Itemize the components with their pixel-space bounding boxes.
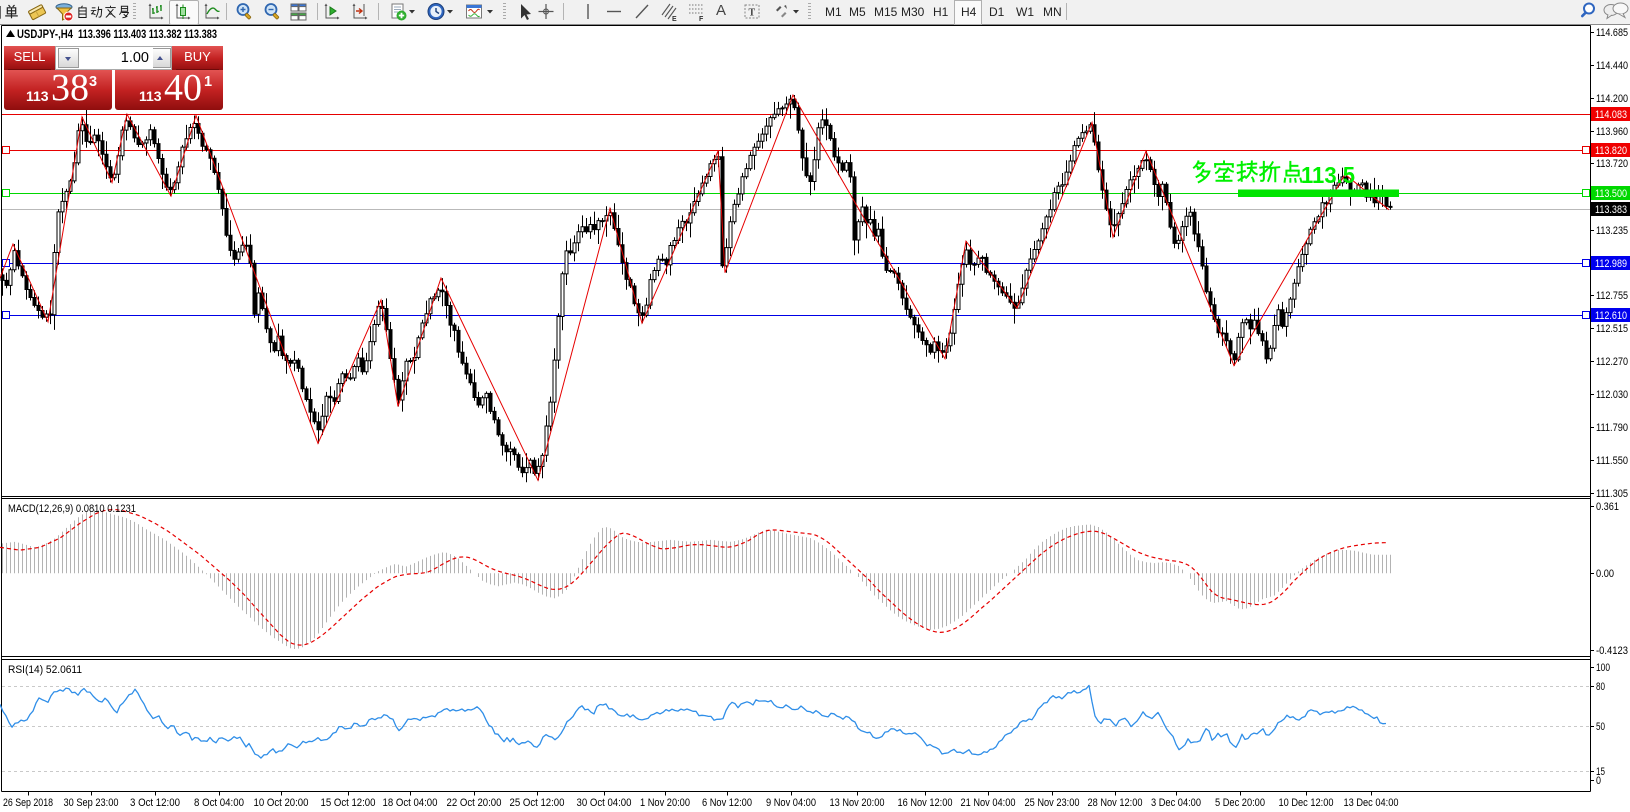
svg-text:112.030: 112.030 [1596, 389, 1628, 401]
svg-text:22 Oct 20:00: 22 Oct 20:00 [447, 797, 502, 809]
svg-text:114.440: 114.440 [1596, 60, 1628, 72]
svg-text:111.305: 111.305 [1596, 488, 1628, 500]
svg-text:5 Dec 20:00: 5 Dec 20:00 [1215, 797, 1265, 809]
svg-text:6 Nov 12:00: 6 Nov 12:00 [702, 797, 752, 809]
svg-text:0.361: 0.361 [1596, 501, 1619, 513]
svg-text:30 Oct 04:00: 30 Oct 04:00 [577, 797, 632, 809]
svg-text:3 Dec 04:00: 3 Dec 04:00 [1151, 797, 1201, 809]
svg-text:3 Oct 12:00: 3 Oct 12:00 [130, 797, 180, 809]
svg-text:13 Nov 20:00: 13 Nov 20:00 [830, 797, 885, 809]
svg-text:113.383: 113.383 [1595, 204, 1627, 216]
svg-text:MACD(12,26,9) 0.0810 0.1231: MACD(12,26,9) 0.0810 0.1231 [8, 503, 136, 515]
svg-text:21 Nov 04:00: 21 Nov 04:00 [961, 797, 1016, 809]
svg-text:8 Oct 04:00: 8 Oct 04:00 [194, 797, 244, 809]
svg-text:111.550: 111.550 [1596, 455, 1628, 467]
svg-text:113.5: 113.5 [1301, 162, 1355, 188]
svg-text:25 Oct 12:00: 25 Oct 12:00 [510, 797, 565, 809]
svg-text:10 Dec 12:00: 10 Dec 12:00 [1279, 797, 1334, 809]
svg-text:T: T [749, 8, 756, 19]
svg-text:0: 0 [1596, 775, 1601, 787]
svg-text:114.685: 114.685 [1596, 27, 1628, 39]
svg-text:26 Sep 2018: 26 Sep 2018 [3, 797, 53, 809]
svg-text:15: 15 [1596, 766, 1605, 778]
svg-text:112.755: 112.755 [1596, 290, 1628, 302]
svg-text:RSI(14) 52.0611: RSI(14) 52.0611 [8, 664, 82, 676]
svg-text:113.960: 113.960 [1596, 126, 1628, 138]
svg-text:18 Oct 04:00: 18 Oct 04:00 [383, 797, 438, 809]
svg-text:111.790: 111.790 [1596, 422, 1628, 434]
svg-text:113.820: 113.820 [1595, 145, 1627, 157]
svg-text:F: F [699, 16, 704, 23]
svg-text:113.396 113.403 113.382 113.38: 113.396 113.403 113.382 113.383 [78, 29, 217, 41]
svg-text:25 Nov 23:00: 25 Nov 23:00 [1025, 797, 1080, 809]
svg-text:112.270: 112.270 [1596, 356, 1628, 368]
svg-text:114.083: 114.083 [1595, 109, 1627, 121]
svg-text:16 Nov 12:00: 16 Nov 12:00 [898, 797, 953, 809]
svg-text:113.500: 113.500 [1595, 188, 1627, 200]
svg-text:USDJPY-,H4: USDJPY-,H4 [17, 29, 74, 41]
svg-text:0.00: 0.00 [1596, 568, 1614, 580]
svg-text:112.989: 112.989 [1595, 258, 1627, 270]
svg-text:113.720: 113.720 [1596, 158, 1628, 170]
svg-text:9 Nov 04:00: 9 Nov 04:00 [766, 797, 816, 809]
svg-text:80: 80 [1596, 681, 1605, 693]
svg-text:E: E [672, 16, 677, 23]
svg-text:10 Oct 20:00: 10 Oct 20:00 [254, 797, 309, 809]
svg-text:100: 100 [1596, 662, 1610, 674]
svg-text:-0.4123: -0.4123 [1596, 645, 1628, 657]
svg-text:1 Nov 20:00: 1 Nov 20:00 [640, 797, 690, 809]
svg-text:30 Sep 23:00: 30 Sep 23:00 [64, 797, 119, 809]
svg-text:13 Dec 04:00: 13 Dec 04:00 [1344, 797, 1399, 809]
svg-text:112.610: 112.610 [1595, 310, 1627, 322]
svg-text:113.235: 113.235 [1596, 225, 1628, 237]
svg-text:114.200: 114.200 [1596, 93, 1628, 105]
svg-text:112.515: 112.515 [1596, 323, 1628, 335]
svg-text:28 Nov 12:00: 28 Nov 12:00 [1088, 797, 1143, 809]
svg-text:50: 50 [1596, 721, 1605, 733]
svg-text:15 Oct 12:00: 15 Oct 12:00 [321, 797, 376, 809]
